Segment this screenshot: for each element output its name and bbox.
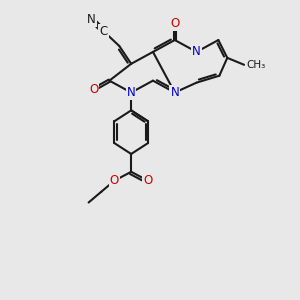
Text: O: O bbox=[170, 17, 179, 30]
Text: CH₃: CH₃ bbox=[246, 60, 266, 70]
Text: N: N bbox=[127, 86, 136, 99]
Text: N: N bbox=[192, 45, 201, 58]
Text: N: N bbox=[87, 13, 96, 26]
Text: O: O bbox=[89, 83, 98, 96]
Text: O: O bbox=[143, 174, 153, 187]
Text: C: C bbox=[99, 25, 108, 38]
Text: N: N bbox=[170, 86, 179, 99]
Text: O: O bbox=[110, 174, 119, 187]
